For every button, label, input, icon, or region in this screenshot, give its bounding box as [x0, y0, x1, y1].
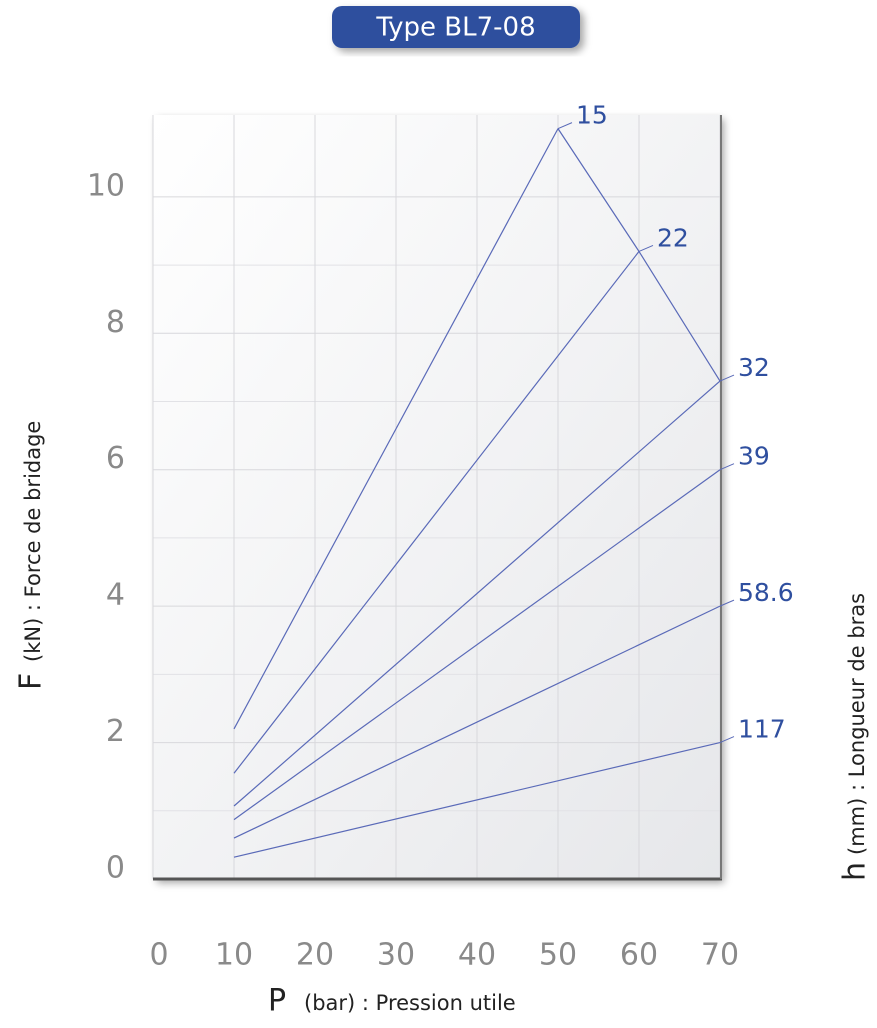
plot-area: 0 2 4 6 8 10 0 10 20 30 40 50 60 70 15 22 32 39 58.6 117 [87, 101, 794, 973]
series-label: 117 [738, 715, 786, 744]
series-line [233, 380, 721, 807]
y-tick-label: 4 [106, 578, 125, 613]
x-tick-label: 60 [620, 938, 658, 973]
x-tick-label: 40 [458, 938, 496, 973]
series-label: 32 [738, 353, 770, 382]
y-tick-label: 6 [106, 441, 125, 476]
title-box [332, 6, 580, 48]
series-label: 39 [738, 442, 770, 471]
chart-title: Type BL7-08 [375, 13, 535, 43]
y-tick-label: 10 [87, 168, 125, 203]
label-leader [719, 736, 735, 744]
series-line [233, 605, 721, 839]
y2-axis-title: (mm) : Longueur de bras [845, 593, 869, 855]
series-label: 22 [657, 223, 689, 252]
series-line [233, 128, 559, 730]
series-line [233, 469, 721, 821]
label-leader [719, 374, 735, 382]
series-label: 15 [576, 101, 608, 130]
y-tick-label: 2 [106, 714, 125, 749]
y-tick-label: 8 [106, 305, 125, 340]
label-leader [557, 122, 573, 130]
label-leader [719, 599, 735, 607]
x-tick-label: 10 [215, 938, 253, 973]
plot-background [153, 115, 720, 879]
label-leader [719, 463, 735, 471]
envelope-line [557, 128, 721, 382]
x-tick-label: 50 [539, 938, 577, 973]
series-line [233, 251, 640, 774]
y2-axis-symbol: h [838, 862, 873, 881]
series-line [233, 741, 721, 858]
x-tick-label: 30 [377, 938, 415, 973]
y-axis-symbol: F [14, 673, 49, 690]
x-tick-label: 0 [149, 938, 168, 973]
x-axis-title: (bar) : Pression utile [304, 991, 516, 1015]
y-tick-label: 0 [106, 851, 125, 886]
x-tick-label: 20 [296, 938, 334, 973]
x-tick-label: 70 [701, 938, 739, 973]
series-label: 58.6 [738, 578, 794, 607]
y-axis-title: (kN) : Force de bridage [21, 421, 45, 662]
x-axis-symbol: P [268, 984, 286, 1019]
label-leader [638, 244, 654, 252]
